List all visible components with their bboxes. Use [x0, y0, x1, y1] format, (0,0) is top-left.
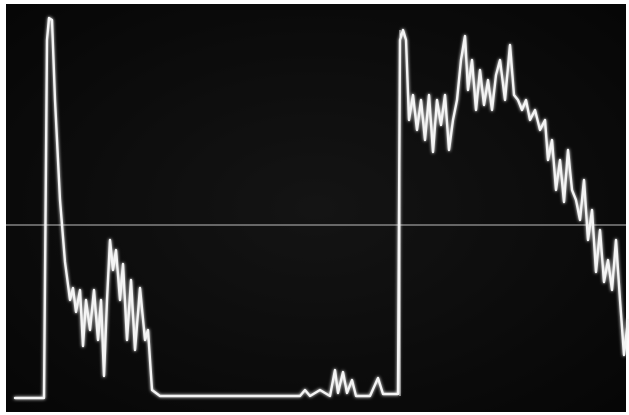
- oscilloscope-photo: [0, 0, 629, 415]
- page: [0, 0, 629, 415]
- screen: [6, 4, 626, 412]
